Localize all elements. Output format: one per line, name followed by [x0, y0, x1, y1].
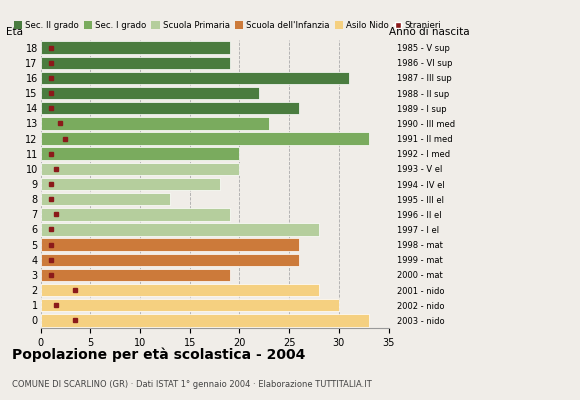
Bar	[41, 269, 230, 281]
Bar	[41, 299, 339, 312]
Bar	[41, 72, 349, 84]
Bar	[41, 132, 369, 145]
Text: Anno di nascita: Anno di nascita	[389, 27, 469, 37]
Bar	[41, 56, 230, 69]
Text: COMUNE DI SCARLINO (GR) · Dati ISTAT 1° gennaio 2004 · Elaborazione TUTTITALIA.I: COMUNE DI SCARLINO (GR) · Dati ISTAT 1° …	[12, 380, 371, 389]
Bar	[41, 178, 220, 190]
Bar	[41, 284, 319, 296]
Bar	[41, 238, 299, 251]
Bar	[41, 314, 369, 327]
Bar	[41, 254, 299, 266]
Bar	[41, 223, 319, 236]
Text: Popolazione per età scolastica - 2004: Popolazione per età scolastica - 2004	[12, 348, 305, 362]
Bar	[41, 148, 240, 160]
Bar	[41, 87, 259, 99]
Bar	[41, 102, 299, 114]
Bar	[41, 208, 230, 220]
Bar	[41, 163, 240, 175]
Bar	[41, 117, 269, 130]
Bar	[41, 193, 170, 205]
Bar	[41, 41, 230, 54]
Text: Età: Età	[6, 27, 23, 37]
Legend: Sec. II grado, Sec. I grado, Scuola Primaria, Scuola dell'Infanzia, Asilo Nido, : Sec. II grado, Sec. I grado, Scuola Prim…	[13, 21, 441, 30]
